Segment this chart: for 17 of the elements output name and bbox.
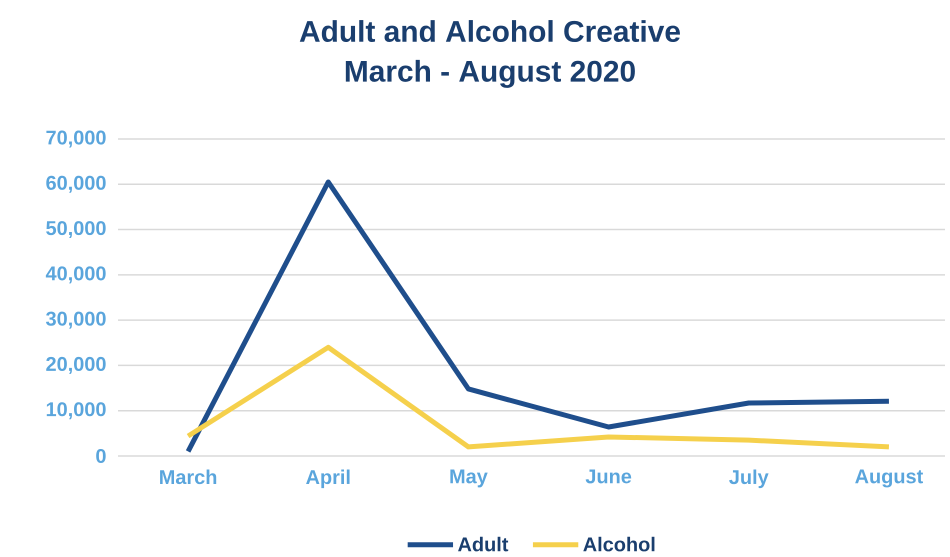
y-tick-label: 60,000 (46, 176, 106, 193)
y-tick-label: 50,000 (46, 221, 106, 238)
y-tick-label: 30,000 (46, 312, 106, 329)
chart-title: Adult and Alcohol Creative March - August 2020 (300, 20, 680, 88)
y-tick-label: 70,000 (46, 130, 106, 148)
legend-label: Alcohol (583, 536, 654, 552)
y-tick-label: 10,000 (46, 402, 106, 420)
x-tick-label: July (729, 470, 769, 488)
x-tick-label: August (855, 470, 924, 488)
x-tick-label: May (450, 470, 488, 488)
x-tick-label: March (160, 470, 216, 484)
y-tick-label: 40,000 (46, 266, 106, 284)
y-tick-label: 20,000 (46, 356, 106, 374)
x-tick-label: June (586, 470, 632, 484)
x-tick-label: April (306, 470, 350, 488)
legend-label: Adult (458, 536, 508, 552)
y-tick-label: 0 (96, 448, 106, 464)
